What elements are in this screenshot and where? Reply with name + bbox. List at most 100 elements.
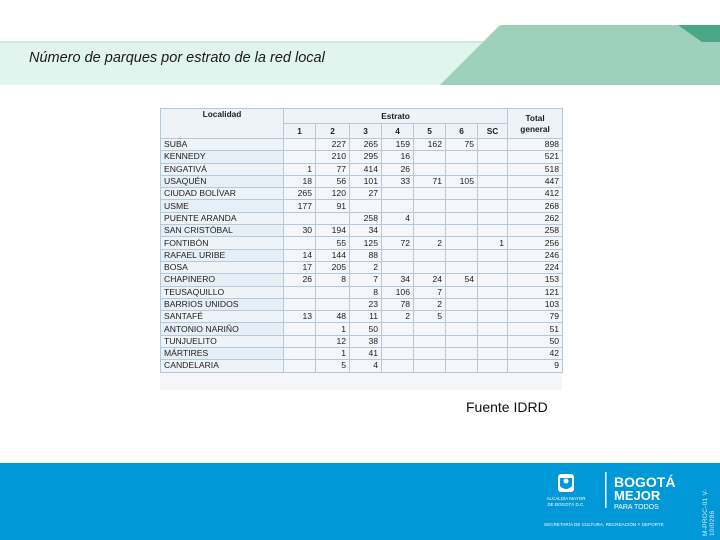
table-row: SANTAFÉ 13 48 11 2 5 79 (160, 310, 564, 324)
header-estrato-2: 2 (315, 123, 350, 139)
header-estrato: Estrato (282, 108, 509, 124)
total-cell: 79 (507, 310, 564, 324)
value-cell: 88 (349, 248, 382, 262)
localidad-cell: ENGATIVÁ (160, 162, 284, 176)
value-cell: 26 (283, 273, 316, 287)
header-estrato-1: 1 (283, 123, 316, 139)
header-total: Total general (507, 108, 564, 139)
localidad-cell: SAN CRISTÓBAL (160, 224, 284, 238)
value-cell: 1 (476, 236, 509, 250)
value-cell (445, 162, 478, 176)
value-cell (413, 224, 446, 238)
value-cell: 120 (315, 187, 350, 201)
value-cell: 295 (349, 150, 382, 164)
value-cell: 13 (283, 310, 316, 324)
header-estrato-5: 5 (413, 123, 446, 139)
logo-text-1: ALCALDÍA MAYOR (547, 495, 587, 501)
total-cell: 51 (507, 322, 564, 336)
value-cell: 17 (283, 260, 316, 275)
value-cell: 177 (283, 199, 316, 213)
localidad-cell: USAQUÉN (160, 174, 284, 189)
value-cell: 227 (315, 137, 350, 152)
value-cell: 265 (349, 137, 382, 152)
value-cell (413, 322, 446, 336)
value-cell: 34 (349, 224, 382, 238)
logo-divider (605, 472, 607, 508)
value-cell: 2 (381, 310, 414, 324)
value-cell: 5 (315, 359, 350, 373)
value-cell (381, 224, 414, 238)
value-cell (445, 211, 478, 226)
localidad-cell: RAFAEL URIBE (160, 248, 284, 262)
table-row: USAQUÉN 18 56 101 33 71 105 447 (160, 174, 564, 189)
value-cell (445, 187, 478, 201)
parks-table: Localidad Estrato Total general 1 2 3 4 5 6 SC… (160, 108, 564, 373)
brand-line3: PARA TODOS (614, 504, 659, 511)
total-cell: 268 (507, 199, 564, 213)
localidad-cell: ANTONIO NARIÑO (160, 322, 284, 336)
value-cell (413, 359, 446, 373)
value-cell: 91 (315, 199, 350, 213)
value-cell (476, 297, 509, 312)
value-cell: 162 (413, 137, 446, 152)
value-cell: 54 (445, 273, 478, 287)
value-cell (315, 211, 350, 226)
table-row: PUENTE ARANDA 258 4 262 (160, 211, 564, 226)
table-row: BARRIOS UNIDOS 23 78 2 103 (160, 297, 564, 312)
value-cell: 41 (349, 347, 382, 361)
value-cell: 55 (315, 236, 350, 250)
value-cell: 50 (349, 322, 382, 336)
value-cell: 8 (349, 285, 382, 299)
value-cell (413, 187, 446, 201)
page-title: Número de parques por estrato de la red … (29, 50, 325, 66)
value-cell (413, 347, 446, 361)
value-cell: 210 (315, 150, 350, 164)
value-cell: 4 (381, 211, 414, 226)
total-cell: 898 (507, 137, 564, 152)
value-cell (476, 334, 509, 349)
value-cell (445, 224, 478, 238)
value-cell: 101 (349, 174, 382, 189)
total-cell: 121 (507, 285, 564, 299)
value-cell (413, 260, 446, 275)
value-cell (445, 199, 478, 213)
total-cell: 262 (507, 211, 564, 226)
localidad-cell: CANDELARIA (160, 359, 284, 373)
value-cell: 5 (413, 310, 446, 324)
value-cell: 106 (381, 285, 414, 299)
crest-icon (558, 474, 574, 492)
localidad-cell: TEUSAQUILLO (160, 285, 284, 299)
total-cell: 9 (507, 359, 564, 373)
value-cell: 16 (381, 150, 414, 164)
localidad-cell: FONTIBÓN (160, 236, 284, 250)
header-estrato-4: 4 (381, 123, 414, 139)
value-cell (349, 199, 382, 213)
value-cell (315, 285, 350, 299)
total-cell: 224 (507, 260, 564, 275)
value-cell: 38 (349, 334, 382, 349)
value-cell (445, 236, 478, 250)
table-row: CANDELARIA 5 4 9 (160, 359, 564, 373)
value-cell: 1 (315, 322, 350, 336)
value-cell (445, 322, 478, 336)
value-cell: 4 (349, 359, 382, 373)
value-cell (476, 187, 509, 201)
value-cell (413, 162, 446, 176)
total-cell: 103 (507, 297, 564, 312)
value-cell (445, 285, 478, 299)
total-cell: 521 (507, 150, 564, 164)
total-cell: 447 (507, 174, 564, 189)
value-cell (283, 236, 316, 250)
value-cell (476, 359, 509, 373)
value-cell: 30 (283, 224, 316, 238)
value-cell: 24 (413, 273, 446, 287)
value-cell: 56 (315, 174, 350, 189)
header-localidad: Localidad (160, 108, 284, 139)
value-cell: 18 (283, 174, 316, 189)
header-estrato-6: 6 (445, 123, 478, 139)
table-row: KENNEDY 210 295 16 521 (160, 150, 564, 164)
table-row: MÁRTIRES 1 41 42 (160, 347, 564, 361)
value-cell: 11 (349, 310, 382, 324)
total-cell: 153 (507, 273, 564, 287)
value-cell (445, 347, 478, 361)
